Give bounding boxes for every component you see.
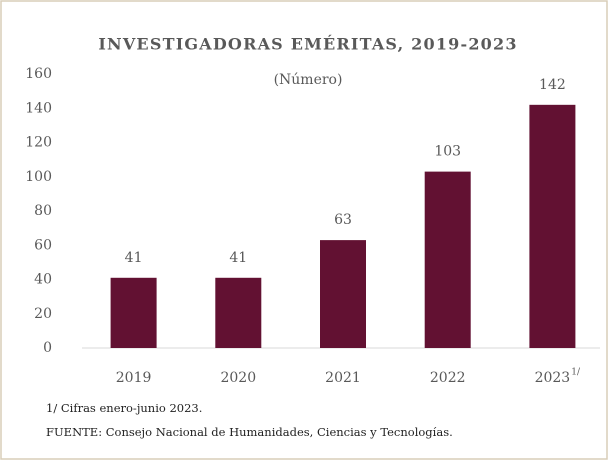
bar — [215, 277, 262, 348]
bar — [110, 277, 157, 348]
value-label: 103 — [434, 144, 461, 160]
x-tick-label: 2020 — [220, 370, 256, 386]
y-tick-label: 40 — [34, 272, 52, 288]
x-tick-label: 2019 — [116, 370, 152, 386]
y-tick-label: 140 — [25, 100, 52, 116]
bar — [320, 240, 366, 348]
y-tick-label: 100 — [25, 169, 52, 185]
x-tick-superscript: 1/ — [571, 368, 581, 378]
bar — [424, 171, 471, 348]
y-tick-label: 120 — [25, 135, 52, 151]
bar — [529, 104, 576, 348]
y-tick-label: 160 — [25, 66, 52, 82]
value-label: 142 — [539, 77, 566, 93]
value-label: 41 — [229, 250, 247, 266]
y-tick-label: 80 — [34, 203, 52, 219]
footnote: 1/ Cifras enero-junio 2023. — [46, 401, 202, 415]
value-label: 63 — [334, 212, 352, 228]
y-tick-label: 0 — [43, 340, 52, 356]
value-label: 41 — [125, 250, 143, 266]
y-tick-label: 20 — [34, 306, 52, 322]
x-tick-label: 2022 — [430, 370, 466, 386]
chart-title: INVESTIGADORAS EMÉRITAS, 2019-2023 — [98, 34, 517, 54]
chart-subtitle: (Número) — [274, 72, 343, 88]
source-note: FUENTE: Consejo Nacional de Humanidades,… — [46, 425, 453, 439]
y-tick-label: 60 — [34, 237, 52, 253]
x-tick-label: 2023 — [535, 370, 571, 386]
x-tick-label: 2021 — [325, 370, 361, 386]
